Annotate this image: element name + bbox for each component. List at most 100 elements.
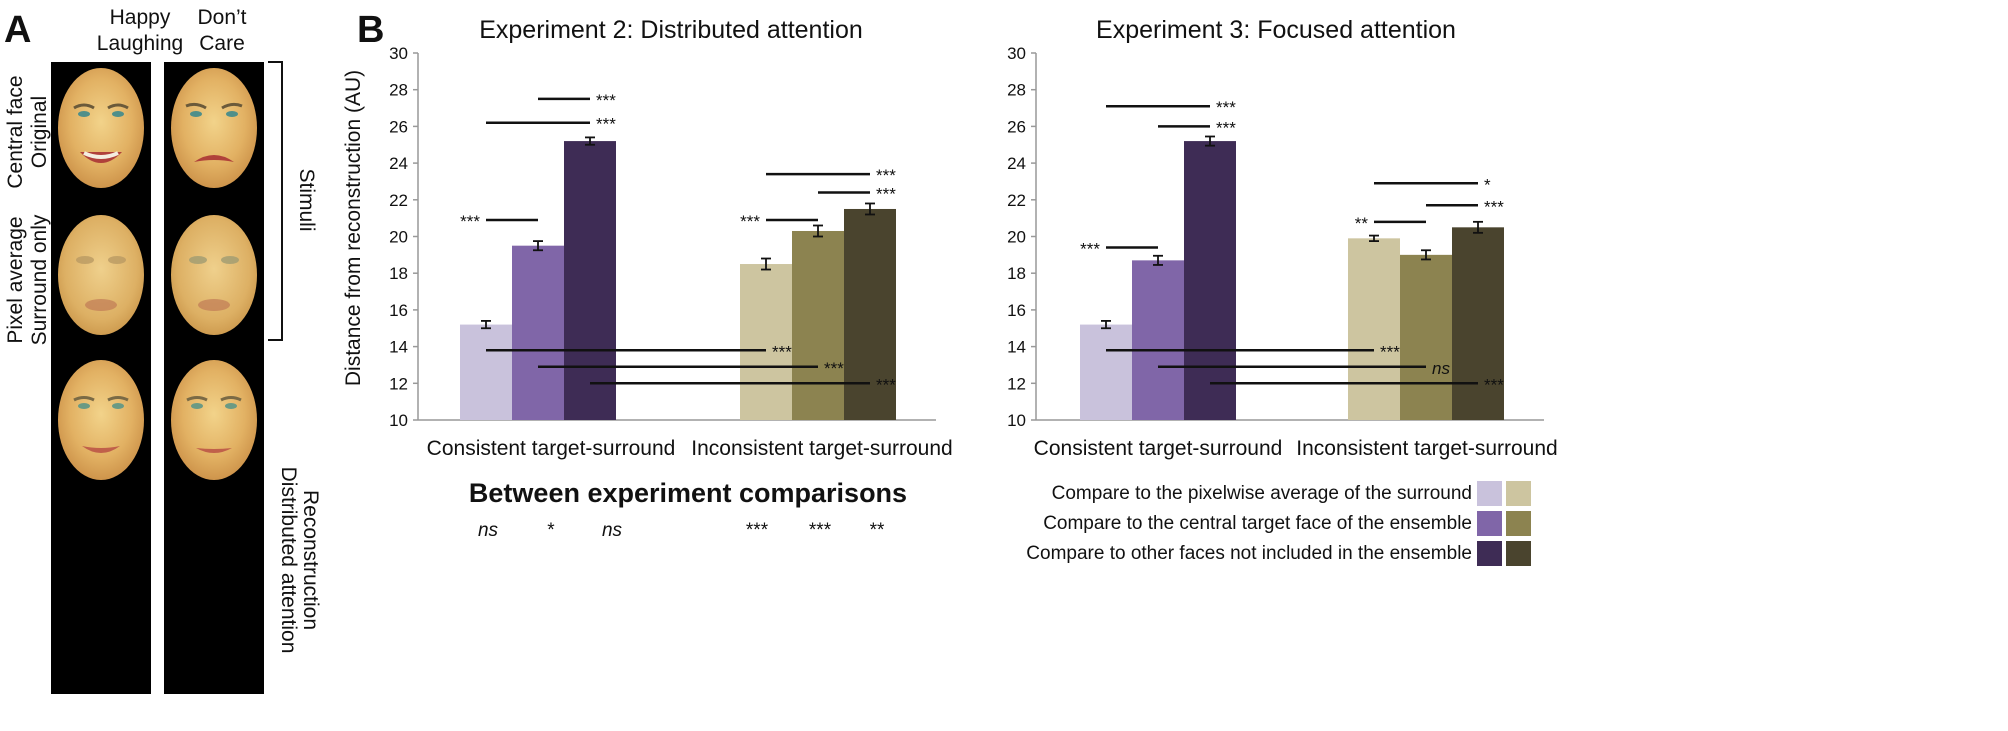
between-experiment-label: * xyxy=(547,520,555,541)
between-experiment-label: *** xyxy=(746,520,769,541)
bar xyxy=(512,245,564,420)
y-tick-label: 28 xyxy=(389,81,408,100)
y-tick-label: 16 xyxy=(1007,301,1026,320)
row-label-original-line2: Original xyxy=(28,96,51,168)
column-label-dontcare-line2: Care xyxy=(199,32,245,55)
column-label-happy-line2: Laughing xyxy=(97,32,183,55)
significance-label: *** xyxy=(1216,118,1236,137)
bar xyxy=(740,264,792,420)
between-group-label: *** xyxy=(772,342,792,361)
y-tick-label: 28 xyxy=(1007,81,1026,100)
bar xyxy=(1400,254,1452,420)
row-label-reconstruction-line2: Reconstruction xyxy=(299,490,322,630)
face-happy-average xyxy=(58,215,144,335)
significance-label: *** xyxy=(596,91,616,110)
error-bar xyxy=(1369,234,1379,242)
between-group-label: *** xyxy=(1484,375,1504,394)
y-tick-label: 26 xyxy=(389,117,408,136)
stimuli-label: Stimuli xyxy=(295,168,318,231)
significance-label: *** xyxy=(1216,98,1236,117)
y-tick-label: 12 xyxy=(389,374,408,393)
y-tick-label: 18 xyxy=(389,264,408,283)
chart-title: Experiment 3: Focused attention xyxy=(1096,16,1456,44)
error-bar xyxy=(761,257,771,271)
between-group-label: *** xyxy=(824,359,844,378)
between-experiments-row: ns * ns *** *** ** xyxy=(478,520,885,541)
category-label: Inconsistent target-surround xyxy=(691,437,952,460)
panel-b-letter: B xyxy=(357,9,384,51)
column-label-happy: Happy Laughing xyxy=(97,6,183,55)
category-label: Consistent target-surround xyxy=(427,437,676,460)
row-label-average-line2: Surround only xyxy=(28,214,51,345)
legend-swatch-inconsistent xyxy=(1506,481,1531,506)
significance-label: *** xyxy=(1080,240,1100,259)
y-tick-label: 18 xyxy=(1007,264,1026,283)
column-label-dontcare-line1: Don’t xyxy=(197,6,246,29)
significance-label: *** xyxy=(740,212,760,231)
between-group-label: *** xyxy=(876,375,896,394)
face-happy-reconstruction xyxy=(58,360,144,480)
significance-label: *** xyxy=(460,212,480,231)
between-group-label: ns xyxy=(1432,359,1450,378)
between-experiment-label: *** xyxy=(809,520,832,541)
error-bar xyxy=(813,224,823,238)
bar xyxy=(1184,141,1236,420)
y-tick-label: 24 xyxy=(389,154,408,173)
error-bar xyxy=(1205,135,1215,147)
face-dontcare-original xyxy=(171,68,257,188)
row-label-reconstruction-line1: Distributed attention xyxy=(277,467,300,654)
row-label-original-line1: Central face xyxy=(4,75,27,188)
face-dontcare-reconstruction xyxy=(171,360,257,480)
legend: Compare to the pixelwise average of the … xyxy=(1026,481,1531,566)
row-label-original: Central face Original xyxy=(4,75,51,188)
significance-label: ** xyxy=(1355,214,1369,233)
category-label: Consistent target-surround xyxy=(1034,437,1283,460)
face-happy-original xyxy=(58,68,144,188)
legend-label: Compare to the pixelwise average of the … xyxy=(1052,483,1472,504)
row-label-reconstruction: Distributed attention Reconstruction xyxy=(277,467,322,654)
error-bar xyxy=(585,136,595,146)
significance-label: *** xyxy=(876,184,896,203)
y-tick-label: 22 xyxy=(389,191,408,210)
legend-swatch-consistent xyxy=(1477,541,1502,566)
bar xyxy=(1080,324,1132,420)
significance-label: *** xyxy=(1484,197,1504,216)
bar xyxy=(1132,260,1184,420)
legend-swatch-inconsistent xyxy=(1506,541,1531,566)
significance-label: * xyxy=(1484,175,1491,194)
error-bar xyxy=(1473,220,1483,234)
between-experiment-label: ns xyxy=(602,520,623,541)
between-group-label: *** xyxy=(1380,342,1400,361)
error-bar xyxy=(481,320,491,330)
chart-title: Experiment 2: Distributed attention xyxy=(479,16,863,44)
legend-label: Compare to other faces not included in t… xyxy=(1026,543,1472,564)
stimuli-bracket xyxy=(268,61,283,341)
y-tick-label: 22 xyxy=(1007,191,1026,210)
legend-swatch-consistent xyxy=(1477,481,1502,506)
row-label-average: Pixel average Surround only xyxy=(4,214,51,345)
bar xyxy=(1452,227,1504,420)
error-bar xyxy=(1101,320,1111,330)
y-tick-label: 16 xyxy=(389,301,408,320)
legend-swatch-inconsistent xyxy=(1506,511,1531,536)
y-tick-label: 10 xyxy=(389,411,408,430)
y-tick-label: 20 xyxy=(389,228,408,247)
significance-label: *** xyxy=(876,166,896,185)
significance-label: *** xyxy=(596,115,616,134)
row-label-average-line1: Pixel average xyxy=(4,216,27,343)
face-dontcare-average xyxy=(171,215,257,335)
between-experiment-label: ** xyxy=(870,520,885,541)
column-label-happy-line1: Happy xyxy=(110,6,171,29)
legend-label: Compare to the central target face of th… xyxy=(1043,513,1472,534)
y-tick-label: 12 xyxy=(1007,374,1026,393)
error-bar xyxy=(533,240,543,252)
chart-experiment-3: Experiment 3: Focused attention 10 12 14 16 1… xyxy=(1007,16,1558,460)
panel-a-letter: A xyxy=(4,9,31,51)
bar xyxy=(460,324,512,420)
chart-experiment-2: Experiment 2: Distributed attention 10 12 1… xyxy=(389,16,953,460)
panel-a: A Happy Laughing Don’t Care xyxy=(4,6,322,694)
error-bar xyxy=(1153,254,1163,266)
y-tick-label: 26 xyxy=(1007,117,1026,136)
category-label: Inconsistent target-surround xyxy=(1296,437,1557,460)
